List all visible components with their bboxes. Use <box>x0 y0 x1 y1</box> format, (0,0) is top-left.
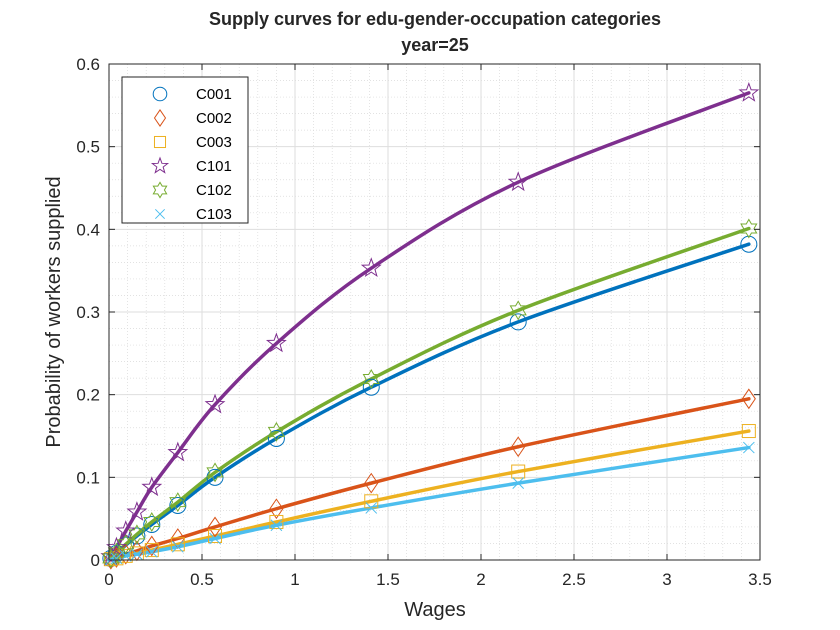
data-point-c101 <box>507 171 529 192</box>
x-tick-label: 0.5 <box>190 570 214 589</box>
data-point-c003 <box>170 537 185 552</box>
legend-label-c101: C101 <box>196 158 232 175</box>
data-point-c102 <box>117 534 135 555</box>
data-point-c102 <box>169 492 187 513</box>
data-point-c001 <box>267 429 285 447</box>
legend-marker-c103 <box>154 208 166 220</box>
legend-marker-c002 <box>153 109 167 127</box>
data-point-c103 <box>742 441 755 454</box>
legend-label-c003: C003 <box>196 134 232 151</box>
data-point-c102 <box>102 548 120 569</box>
data-point-c001 <box>143 515 161 533</box>
data-point-c002 <box>364 472 379 494</box>
y-tick-label: 0.5 <box>76 138 100 157</box>
x-tick-label: 3 <box>662 570 671 589</box>
legend-marker-c101 <box>150 156 170 174</box>
y-axis-label: Probability of workers supplied <box>43 176 65 447</box>
data-point-c102 <box>509 300 527 321</box>
data-point-c102 <box>267 421 286 442</box>
data-point-c103 <box>131 548 143 561</box>
data-point-c103 <box>270 519 283 532</box>
data-point-c101 <box>141 476 163 497</box>
data-point-c101 <box>738 81 760 102</box>
data-point-c001 <box>362 378 380 396</box>
y-tick-label: 0 <box>91 551 100 570</box>
data-point-c101 <box>126 501 148 521</box>
y-tick-label: 0.4 <box>76 220 100 239</box>
data-point-c102 <box>740 218 758 239</box>
data-point-c101 <box>167 441 189 462</box>
data-point-c002 <box>144 535 159 557</box>
data-point-c103 <box>512 477 525 489</box>
x-axis-label: Wages <box>404 599 466 621</box>
legend-marker-c003 <box>153 135 167 149</box>
legend-label-c103: C103 <box>196 206 232 223</box>
data-point-c103 <box>110 552 123 565</box>
chart-title-line-2: year=25 <box>401 35 469 55</box>
data-point-c002 <box>269 498 284 520</box>
tick-labels: 0 0.5 1 1.5 2 2.5 3 3.5 0 0.1 0.2 0.3 0.4 0.5 0.6 <box>76 55 771 589</box>
legend-marker-c001 <box>152 86 168 102</box>
legend-label-c002: C002 <box>196 110 232 127</box>
data-point-c003 <box>144 543 159 558</box>
legend-label-c102: C102 <box>196 182 232 199</box>
data-point-c102 <box>143 511 161 532</box>
x-tick-label: 2.5 <box>562 570 586 589</box>
data-point-c002 <box>511 436 526 458</box>
y-tick-label: 0.3 <box>76 303 100 322</box>
data-point-c002 <box>170 528 185 549</box>
legend-label-c001: C001 <box>196 86 232 103</box>
data-point-c001 <box>740 235 758 253</box>
y-tick-label: 0.6 <box>76 55 100 74</box>
series-line-c101 <box>107 91 751 562</box>
x-tick-label: 0 <box>104 570 113 589</box>
data-point-c003 <box>208 529 223 544</box>
data-point-c003 <box>741 424 756 439</box>
data-point-c003 <box>269 514 284 529</box>
data-point-c002 <box>741 388 756 410</box>
data-point-c003 <box>511 464 526 479</box>
data-point-c101 <box>360 257 382 278</box>
legend-box <box>121 76 249 224</box>
data-point-c103 <box>365 502 378 514</box>
data-point-c103 <box>145 545 158 558</box>
data-point-c001 <box>169 496 187 514</box>
series-layer <box>100 81 760 570</box>
data-point-c101 <box>204 393 226 414</box>
data-point-c103 <box>209 532 221 545</box>
data-point-c101 <box>106 536 127 557</box>
data-point-c001 <box>509 313 527 331</box>
legend: C001 C002 C003 C101 C102 C103 <box>121 76 249 224</box>
data-point-c002 <box>207 516 223 538</box>
ticks <box>108 63 761 561</box>
legend-marker-c102 <box>152 181 168 199</box>
data-point-c102 <box>362 368 380 389</box>
y-tick-label: 0.1 <box>76 468 100 487</box>
x-tick-label: 3.5 <box>748 570 772 589</box>
x-tick-label: 2 <box>476 570 485 589</box>
data-point-c102 <box>128 524 146 545</box>
x-tick-label: 1 <box>290 570 299 589</box>
y-tick-label: 0.2 <box>76 386 100 405</box>
x-tick-label: 1.5 <box>376 570 400 589</box>
data-point-c002 <box>103 548 118 570</box>
data-point-c103 <box>105 553 117 566</box>
chart-title-line-1: Supply curves for edu-gender-occupation … <box>209 9 661 29</box>
data-point-c102 <box>206 462 224 483</box>
data-point-c103 <box>171 540 184 553</box>
data-point-c101 <box>265 332 287 353</box>
